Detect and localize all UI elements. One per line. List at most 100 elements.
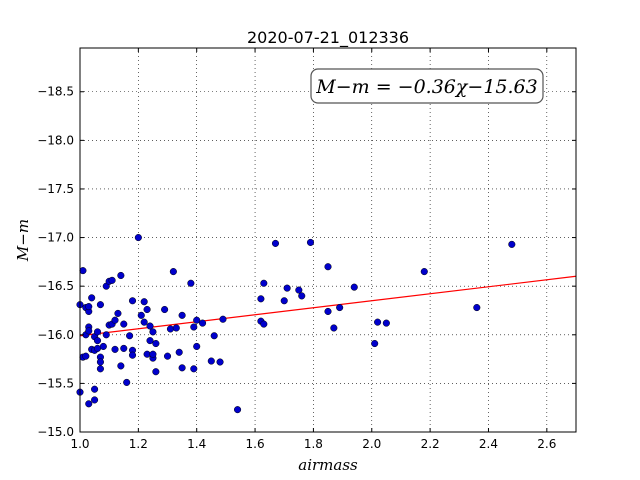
data-point [96, 301, 104, 309]
data-point [85, 400, 93, 408]
data-point [172, 324, 180, 332]
data-point [146, 322, 154, 330]
data-point [143, 305, 151, 314]
y-tick-label: −18.0 [37, 133, 74, 147]
data-point [187, 279, 195, 287]
fit-equation-text: M−m = −0.36χ−15.63 [315, 76, 537, 98]
data-point [271, 239, 280, 247]
data-point [85, 327, 93, 335]
data-point [234, 406, 242, 414]
data-point [324, 307, 332, 316]
data-point [473, 304, 481, 312]
data-point [330, 324, 338, 332]
data-points [76, 234, 516, 414]
plot-area [80, 48, 576, 432]
y-axis-label: M−m [14, 219, 32, 262]
x-tick-label: 2.6 [537, 437, 556, 451]
x-tick-label: 1.4 [187, 437, 206, 451]
data-point [123, 378, 131, 386]
data-point [149, 350, 157, 358]
data-point [193, 316, 201, 324]
data-point [85, 303, 93, 311]
data-point [382, 319, 390, 327]
data-point [283, 284, 291, 292]
data-point [120, 320, 128, 328]
data-point [175, 348, 183, 356]
data-point [169, 268, 177, 276]
data-point [193, 342, 201, 351]
data-point [137, 311, 145, 319]
data-point [152, 339, 160, 348]
data-point [260, 279, 268, 287]
data-point [93, 328, 102, 336]
data-point [420, 268, 428, 276]
data-point [120, 344, 128, 352]
data-point [336, 304, 344, 312]
data-point [102, 331, 110, 339]
x-tick-label: 1.8 [304, 437, 323, 451]
data-point [126, 332, 134, 340]
data-point [350, 283, 358, 291]
y-tick-label: −17.5 [37, 182, 74, 196]
y-tick-label: −15.0 [37, 425, 74, 439]
plot-frame [79, 47, 577, 433]
data-point [210, 332, 218, 340]
x-axis-label: airmass [298, 456, 358, 474]
data-point [260, 320, 268, 328]
data-point [152, 368, 160, 376]
data-point [163, 352, 172, 360]
data-point [216, 358, 224, 366]
data-point [190, 323, 198, 331]
x-tick-label: 2.4 [479, 437, 498, 451]
data-point [219, 315, 227, 323]
data-point [111, 316, 119, 324]
data-point [295, 286, 303, 294]
data-point [298, 292, 306, 300]
data-point [93, 337, 102, 345]
data-point [128, 351, 137, 359]
data-point [146, 337, 154, 345]
data-point [88, 294, 96, 302]
x-tick-label: 2.0 [362, 437, 381, 451]
data-point [190, 365, 198, 373]
x-tick-label: 1.2 [129, 437, 148, 451]
fit-annotation: M−m = −0.36χ−15.63 [310, 68, 544, 104]
data-point [117, 271, 125, 280]
data-point [324, 263, 332, 271]
x-tick-labels: 1.0 1.2 1.4 1.6 1.8 2.0 2.2 2.4 2.6 [70, 437, 556, 451]
data-point [96, 358, 104, 366]
data-point [134, 234, 142, 242]
annotation-box [310, 68, 544, 104]
x-tick-label: 1.6 [246, 437, 265, 451]
data-point [371, 339, 379, 348]
data-point [161, 305, 169, 314]
data-point [257, 295, 265, 303]
y-tick-label: −16.5 [37, 279, 74, 293]
data-point [111, 345, 119, 353]
data-point [79, 267, 87, 275]
data-point [91, 396, 99, 404]
data-point [178, 311, 186, 319]
data-point [149, 328, 157, 336]
y-tick-label: −18.5 [37, 85, 74, 99]
data-point [128, 297, 137, 305]
chart-title: 2020-07-21_012336 [247, 28, 409, 48]
data-point [114, 309, 122, 317]
data-point [140, 318, 148, 326]
data-point [82, 352, 90, 360]
data-point [178, 364, 186, 372]
y-tick-label: −16.0 [37, 328, 74, 342]
data-point [508, 240, 516, 248]
x-tick-label: 2.2 [421, 437, 440, 451]
x-tick-label: 1.0 [70, 437, 89, 451]
data-point [140, 298, 148, 306]
data-point [117, 362, 125, 370]
data-point [108, 276, 116, 284]
data-point [280, 297, 288, 305]
data-point [96, 365, 104, 373]
data-point [91, 385, 99, 393]
data-point [99, 342, 107, 351]
data-point [198, 319, 207, 327]
data-point [374, 318, 382, 326]
